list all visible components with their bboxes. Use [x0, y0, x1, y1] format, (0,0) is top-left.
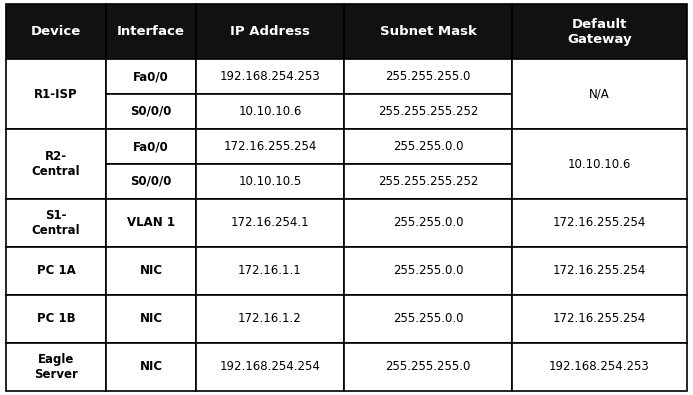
Text: 10.10.10.5: 10.10.10.5: [238, 175, 301, 188]
Bar: [6, 4, 106, 59]
Text: R1-ISP: R1-ISP: [34, 88, 78, 100]
Text: 172.16.255.254: 172.16.255.254: [223, 140, 317, 153]
Bar: [196, 343, 344, 391]
Text: NIC: NIC: [139, 312, 163, 325]
Text: 172.16.1.2: 172.16.1.2: [238, 312, 302, 325]
Bar: [196, 199, 344, 247]
Bar: [196, 94, 344, 129]
Bar: [512, 343, 687, 391]
Text: PC 1B: PC 1B: [37, 312, 76, 325]
Bar: [196, 59, 344, 94]
Bar: [106, 4, 196, 59]
Text: 255.255.0.0: 255.255.0.0: [393, 140, 463, 153]
Text: 255.255.255.252: 255.255.255.252: [378, 105, 478, 118]
Text: 172.16.254.1: 172.16.254.1: [231, 216, 309, 229]
Bar: [6, 129, 106, 199]
Bar: [344, 4, 512, 59]
Bar: [344, 164, 512, 199]
Bar: [6, 247, 106, 295]
Text: N/A: N/A: [589, 88, 610, 100]
Text: 192.168.254.254: 192.168.254.254: [220, 361, 320, 374]
Text: Device: Device: [31, 25, 81, 38]
Text: Eagle
Server: Eagle Server: [34, 353, 78, 381]
Bar: [6, 295, 106, 343]
Bar: [106, 295, 196, 343]
Text: S0/0/0: S0/0/0: [130, 175, 172, 188]
Bar: [196, 4, 344, 59]
Text: 172.16.255.254: 172.16.255.254: [553, 265, 646, 278]
Bar: [344, 343, 512, 391]
Text: Interface: Interface: [117, 25, 185, 38]
Text: R2-
Central: R2- Central: [32, 150, 80, 178]
Bar: [344, 59, 512, 94]
Bar: [106, 164, 196, 199]
Text: S0/0/0: S0/0/0: [130, 105, 172, 118]
Bar: [344, 247, 512, 295]
Text: 192.168.254.253: 192.168.254.253: [220, 70, 320, 83]
Bar: [196, 295, 344, 343]
Bar: [512, 59, 687, 129]
Text: IP Address: IP Address: [230, 25, 310, 38]
Text: 172.16.255.254: 172.16.255.254: [553, 312, 646, 325]
Text: 255.255.0.0: 255.255.0.0: [393, 216, 463, 229]
Bar: [106, 129, 196, 164]
Text: VLAN 1: VLAN 1: [127, 216, 175, 229]
Text: NIC: NIC: [139, 265, 163, 278]
Bar: [344, 295, 512, 343]
Bar: [196, 164, 344, 199]
Text: 10.10.10.6: 10.10.10.6: [568, 158, 631, 171]
Bar: [106, 199, 196, 247]
Bar: [512, 4, 687, 59]
Text: Fa0/0: Fa0/0: [133, 140, 169, 153]
Bar: [512, 247, 687, 295]
Text: PC 1A: PC 1A: [37, 265, 76, 278]
Bar: [196, 247, 344, 295]
Text: 255.255.255.0: 255.255.255.0: [385, 70, 471, 83]
Text: 172.16.1.1: 172.16.1.1: [238, 265, 302, 278]
Text: 255.255.0.0: 255.255.0.0: [393, 265, 463, 278]
Bar: [6, 343, 106, 391]
Bar: [6, 199, 106, 247]
Text: Fa0/0: Fa0/0: [133, 70, 169, 83]
Bar: [106, 247, 196, 295]
Text: Default
Gateway: Default Gateway: [567, 17, 632, 45]
Text: 255.255.0.0: 255.255.0.0: [393, 312, 463, 325]
Text: 255.255.255.0: 255.255.255.0: [385, 361, 471, 374]
Bar: [344, 199, 512, 247]
Bar: [512, 129, 687, 199]
Bar: [106, 94, 196, 129]
Bar: [512, 295, 687, 343]
Bar: [196, 129, 344, 164]
Bar: [6, 59, 106, 129]
Bar: [106, 343, 196, 391]
Bar: [344, 129, 512, 164]
Text: 255.255.255.252: 255.255.255.252: [378, 175, 478, 188]
Bar: [106, 59, 196, 94]
Text: 10.10.10.6: 10.10.10.6: [238, 105, 301, 118]
Text: NIC: NIC: [139, 361, 163, 374]
Text: 192.168.254.253: 192.168.254.253: [549, 361, 650, 374]
Text: 172.16.255.254: 172.16.255.254: [553, 216, 646, 229]
Text: Subnet Mask: Subnet Mask: [380, 25, 477, 38]
Text: S1-
Central: S1- Central: [32, 209, 80, 237]
Bar: [512, 199, 687, 247]
Bar: [344, 94, 512, 129]
